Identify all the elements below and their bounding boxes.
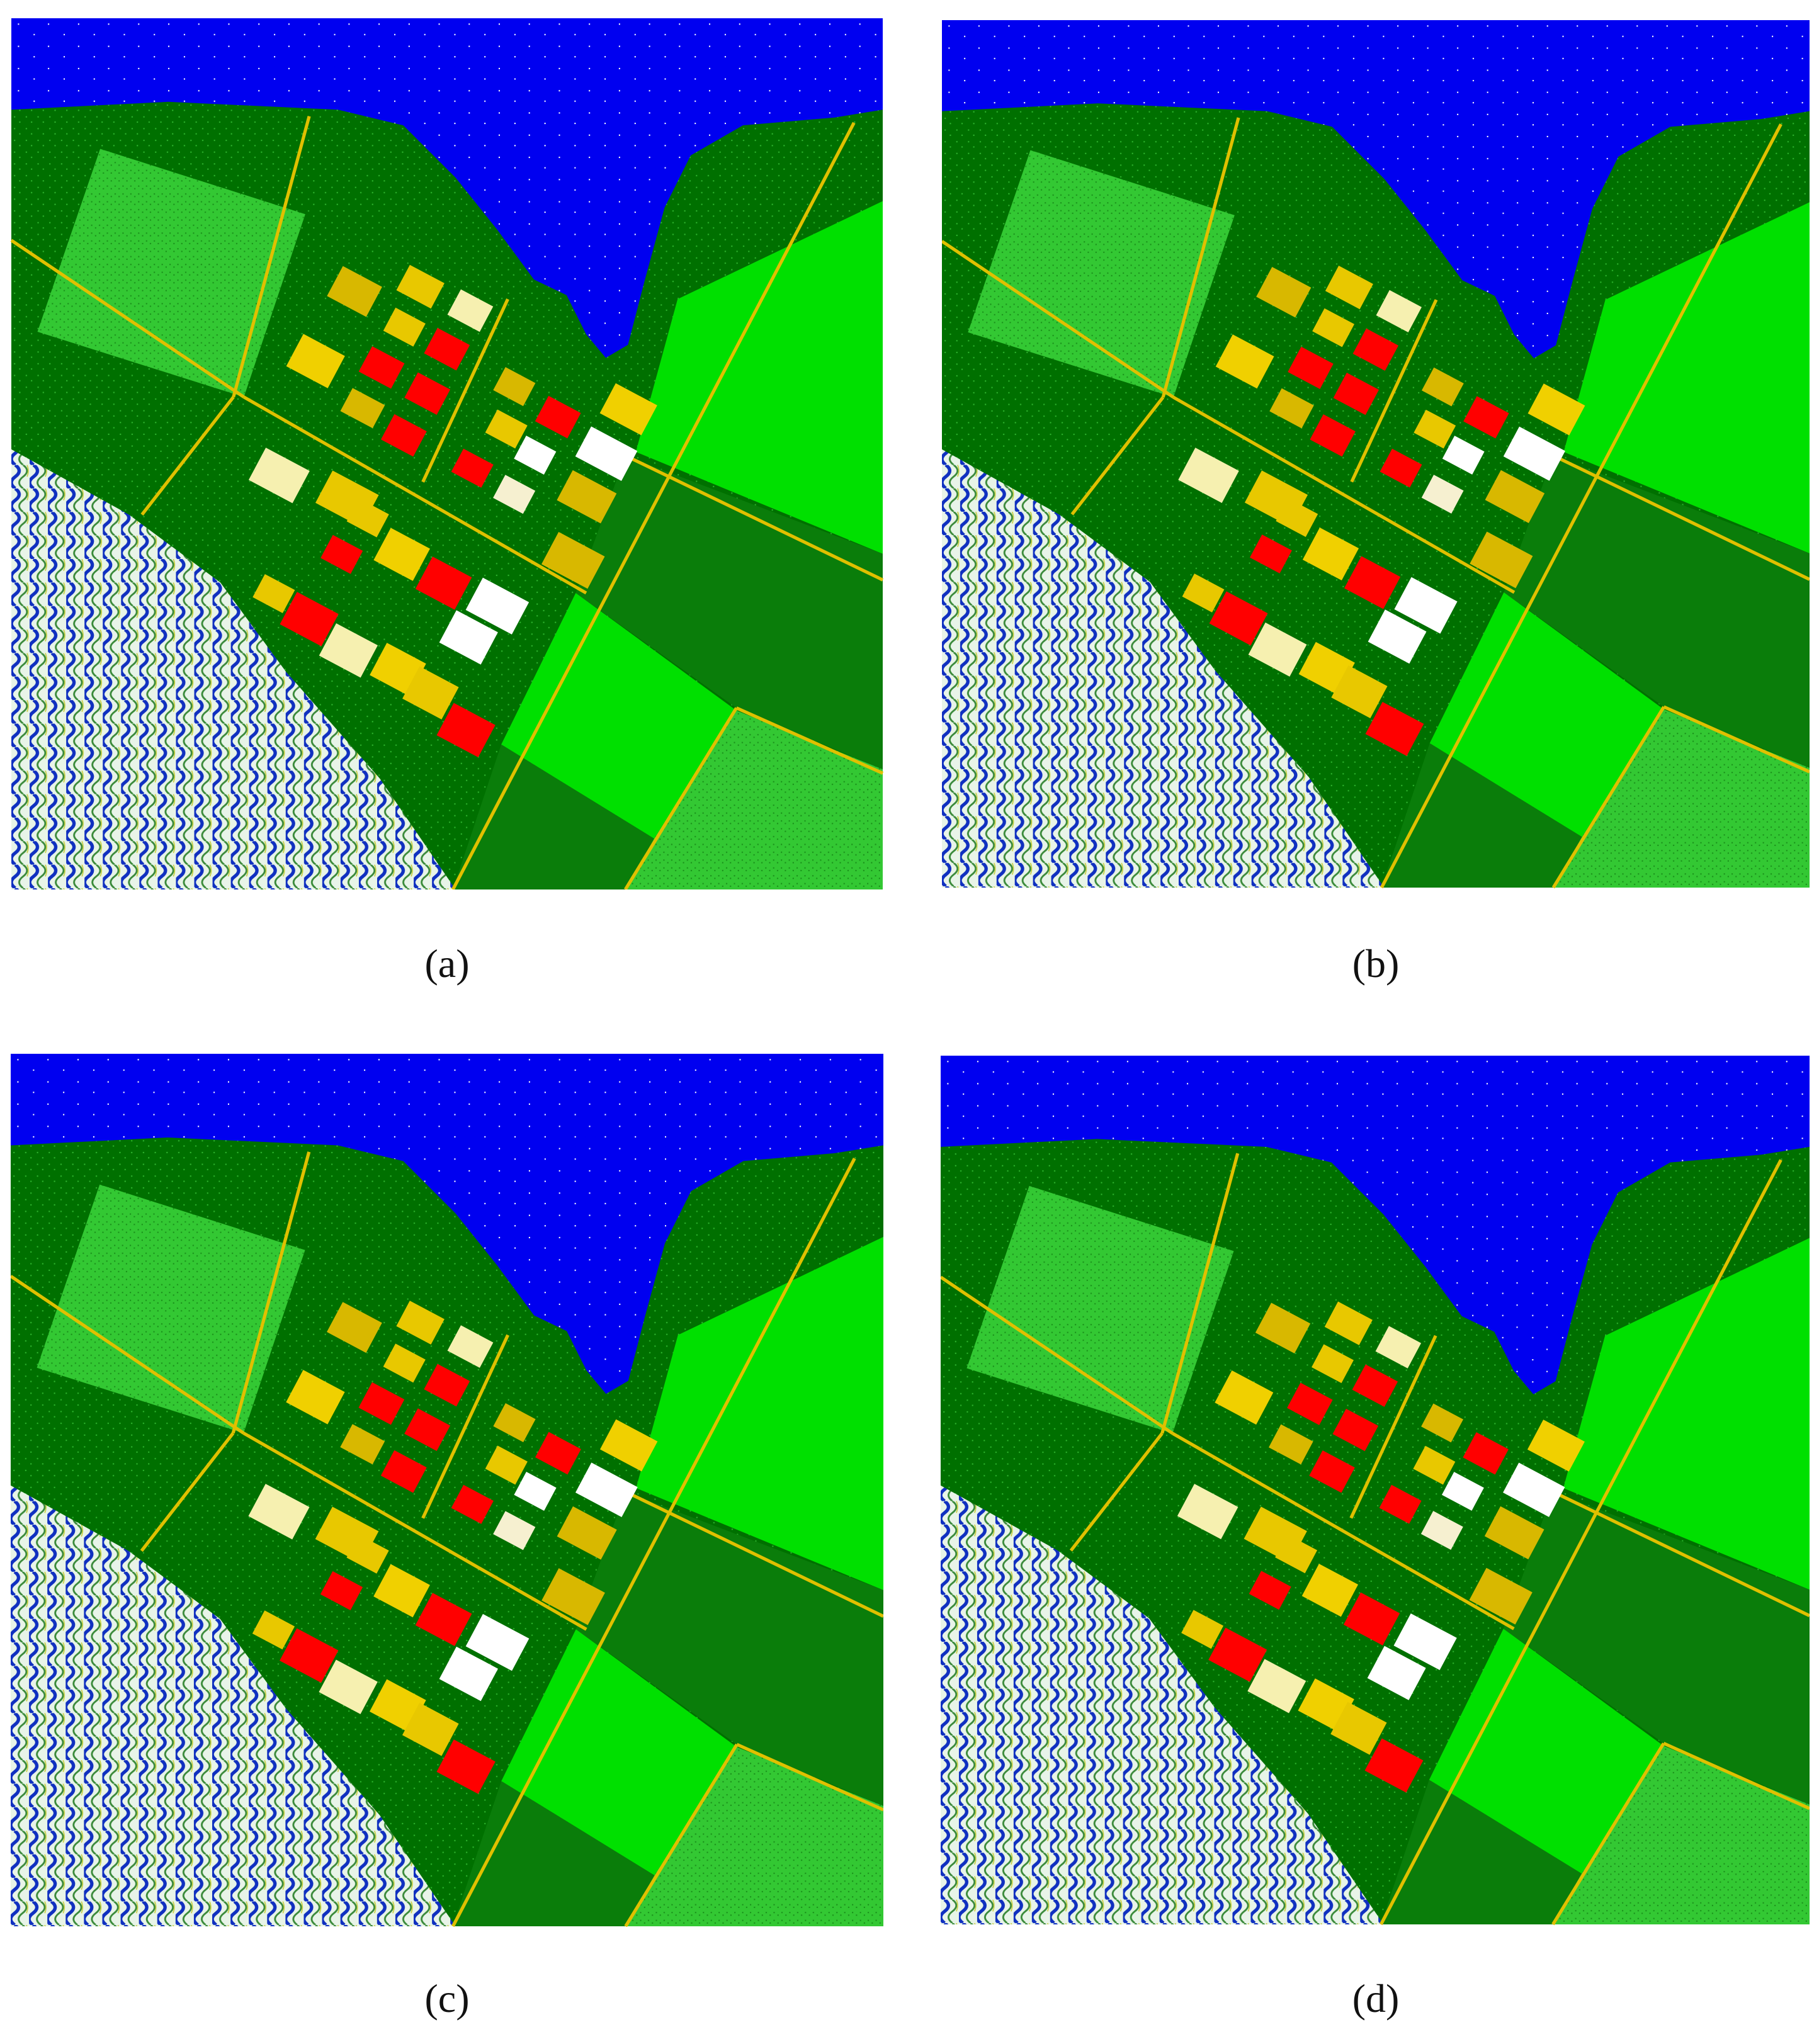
map-panel (942, 18, 1810, 889)
map-panel (941, 1053, 1810, 1927)
panel-label: (d) (1352, 1976, 1400, 2021)
panel-label: (b) (1352, 941, 1400, 986)
map-panel (11, 18, 883, 889)
map-panel (11, 1053, 883, 1927)
panel-label: (c) (424, 1976, 470, 2021)
panel-label: (a) (424, 941, 470, 986)
